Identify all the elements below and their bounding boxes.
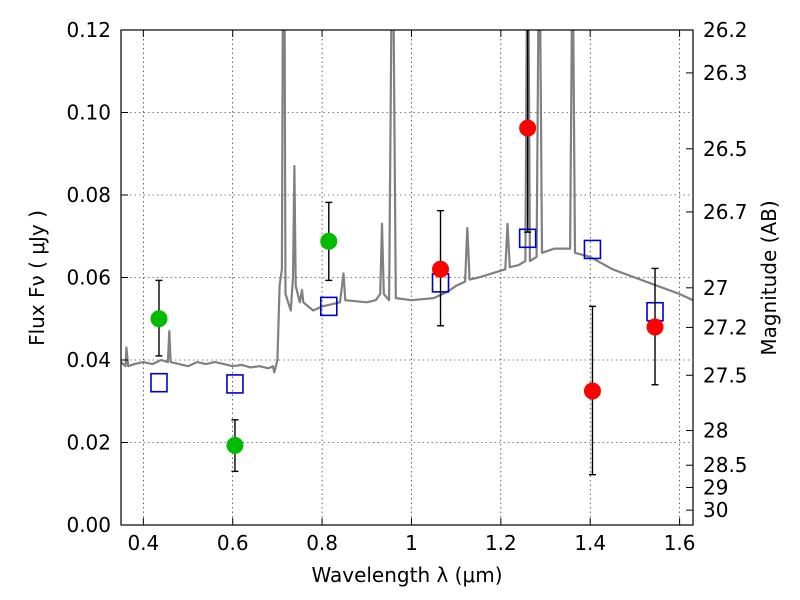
y-tick-label: 0.00	[66, 513, 111, 537]
observed-point	[432, 260, 450, 278]
x-tick-label: 1.2	[485, 531, 517, 555]
tick-labels: 0.4 0.6 0.8 1 1.2 1.4 1.6 0.00 0.02 0.04 0.06 0.08 0…	[66, 18, 747, 555]
x-tick-label: 0.6	[217, 531, 249, 555]
mag-tick-label: 27.5	[703, 363, 748, 387]
model-photometry-square	[319, 296, 338, 317]
mag-tick-label: 26.2	[703, 18, 748, 42]
observed-point	[519, 119, 537, 137]
y-tick-label: 0.12	[66, 18, 111, 42]
model-photometry-square	[226, 374, 244, 394]
mag-tick-label: 30	[703, 498, 728, 522]
x-tick-label: 1	[405, 531, 418, 555]
observed-point	[583, 382, 601, 400]
x-tick-label: 1.4	[574, 531, 606, 555]
mag-tick-label: 28.5	[703, 453, 748, 477]
grid	[121, 30, 693, 525]
mag-tick-label: 27.2	[703, 315, 748, 339]
mag-tick-label: 27	[703, 276, 728, 300]
mag-tick-label: 26.3	[703, 61, 748, 85]
x-tick-label: 1.6	[664, 531, 696, 555]
data-marks	[121, 30, 693, 476]
x-tick-label: 0.8	[306, 531, 338, 555]
observed-point	[320, 232, 338, 250]
observed-point	[150, 310, 168, 328]
mag-tick-label: 26.7	[703, 200, 748, 224]
y-tick-label: 0.08	[66, 183, 111, 207]
tick-marks	[121, 29, 693, 526]
x-tick-label: 0.4	[127, 531, 159, 555]
right-y-axis-label: Magnitude (AB)	[757, 200, 781, 355]
spectrum-line	[121, 30, 693, 374]
observed-point	[646, 318, 664, 336]
y-tick-label: 0.02	[66, 431, 111, 455]
y-tick-label: 0.10	[66, 101, 111, 125]
mag-tick-label: 29	[703, 475, 728, 499]
model-photometry-square	[150, 372, 168, 393]
observed-point	[226, 436, 244, 454]
mag-tick-label: 28	[703, 419, 728, 443]
mag-tick-label: 26.5	[703, 137, 748, 161]
y-tick-label: 0.06	[66, 266, 111, 290]
x-axis-label: Wavelength λ (μm)	[311, 563, 502, 587]
y-axis-label: Flux Fν ( μJy )	[25, 210, 49, 346]
model-photometry-square	[583, 239, 602, 260]
y-tick-label: 0.04	[66, 348, 111, 372]
